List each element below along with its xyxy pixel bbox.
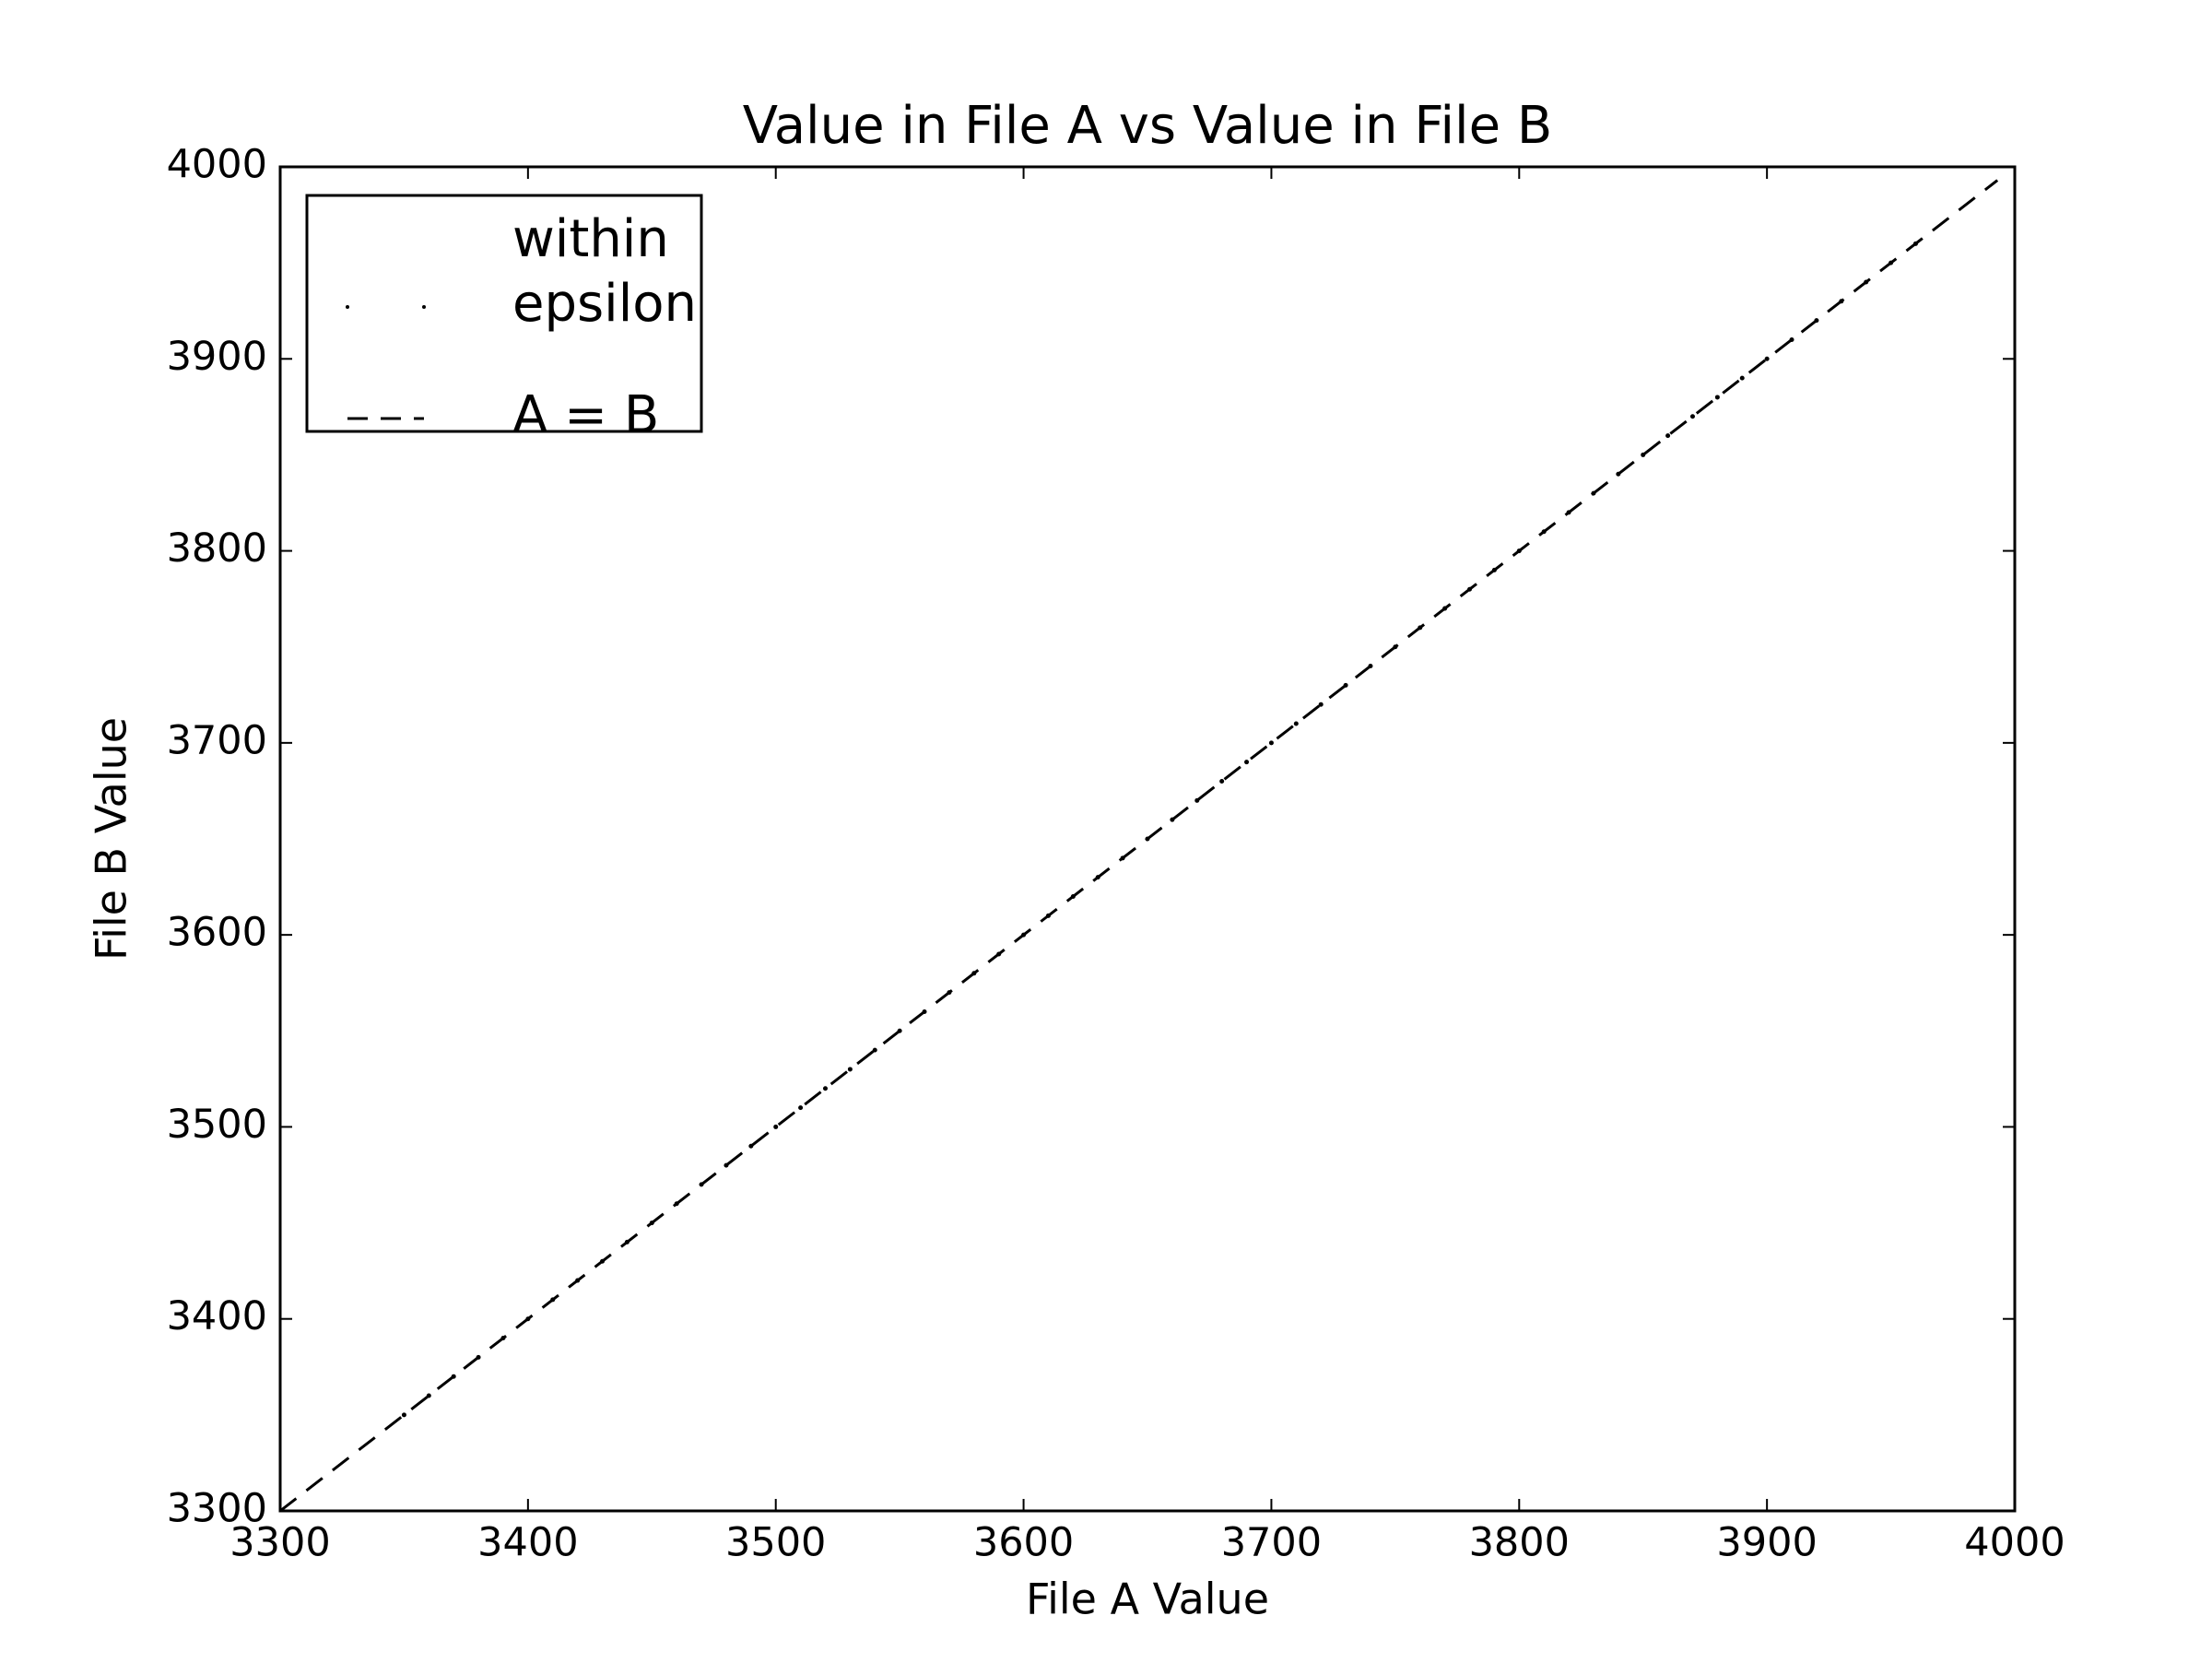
- y-tick-label: 3300: [167, 1486, 267, 1532]
- legend-label: within epsilon: [512, 209, 697, 334]
- point: [1293, 721, 1299, 726]
- x-tick-label: 3900: [1716, 1520, 1817, 1566]
- x-axis-label: File A Value: [1026, 1575, 1269, 1624]
- point: [1244, 760, 1250, 765]
- point: [1764, 356, 1770, 361]
- y-axis-label: File B Value: [87, 717, 136, 961]
- legend-label: A = B: [512, 385, 659, 445]
- y-tick-label: 3400: [167, 1293, 267, 1339]
- x-tick-label: 3400: [477, 1520, 578, 1566]
- x-tick-label: 3600: [973, 1520, 1074, 1566]
- point: [426, 1393, 431, 1398]
- point: [748, 1143, 754, 1149]
- point: [1318, 702, 1324, 707]
- identity-line: [279, 179, 1999, 1513]
- point: [822, 1086, 828, 1091]
- x-tick-label: 3300: [229, 1520, 330, 1566]
- point: [1739, 375, 1745, 381]
- legend-marker: [422, 305, 426, 309]
- point: [773, 1124, 779, 1129]
- legend-box: [305, 194, 703, 433]
- point: [1689, 414, 1695, 419]
- x-tick-label: 4000: [1964, 1520, 2065, 1566]
- point: [798, 1105, 804, 1111]
- y-tick-label: 3900: [167, 334, 267, 380]
- legend-marker: [346, 305, 349, 309]
- y-tick-label: 3500: [167, 1102, 267, 1148]
- point: [872, 1047, 877, 1053]
- point: [1219, 779, 1225, 784]
- y-tick-label: 3700: [167, 717, 267, 763]
- point: [1714, 395, 1720, 400]
- x-tick-label: 3500: [725, 1520, 826, 1566]
- chart-title: Value in File A vs Value in File B: [743, 96, 1553, 156]
- y-tick-label: 3600: [167, 910, 267, 956]
- y-tick-label: 4000: [167, 142, 267, 188]
- point: [847, 1067, 853, 1072]
- x-tick-label: 3800: [1469, 1520, 1570, 1566]
- point: [1665, 433, 1671, 439]
- point: [401, 1412, 406, 1418]
- point: [1268, 740, 1274, 746]
- x-tick-label: 3700: [1221, 1520, 1322, 1566]
- plot-frame: [278, 165, 2017, 1513]
- y-tick-label: 3800: [167, 525, 267, 572]
